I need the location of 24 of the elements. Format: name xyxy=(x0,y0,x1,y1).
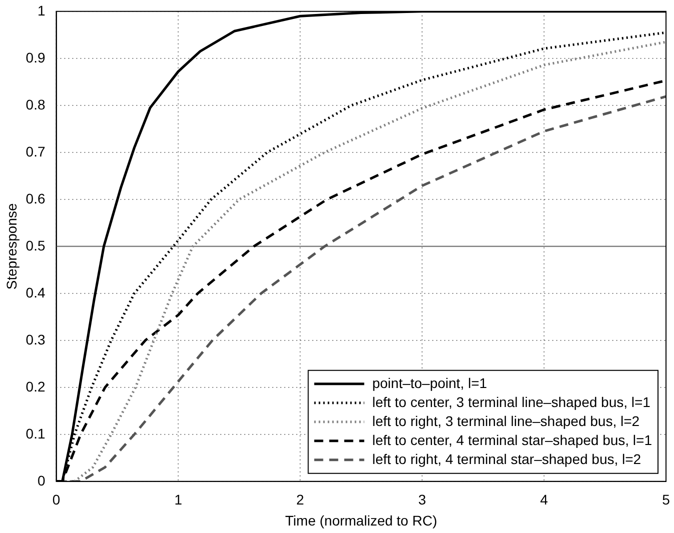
x-tick-label: 2 xyxy=(296,492,304,508)
y-tick-label: 0.1 xyxy=(26,425,46,442)
legend-label: left to center, 3 terminal line–shaped bus, l=1 xyxy=(372,394,651,410)
y-tick-label: 0.8 xyxy=(26,96,46,112)
y-tick-label: 0.2 xyxy=(26,378,46,394)
x-axis-title: Time (normalized to RC) xyxy=(285,512,438,528)
legend-label: left to right, 3 terminal line–shaped bus, l=2 xyxy=(372,412,640,429)
legend-label: point–to–point, l=1 xyxy=(372,374,488,391)
y-tick-label: 0 xyxy=(37,472,46,488)
y-axis-title: Stepresponse xyxy=(3,202,20,290)
y-tick-label: 0.6 xyxy=(26,190,46,206)
x-tick-label: 1 xyxy=(174,492,182,508)
y-tick-label: 0.3 xyxy=(26,331,46,348)
y-tick-label: 0.5 xyxy=(26,237,46,254)
legend-label: left to right, 4 terminal star–shaped bus, l=2 xyxy=(372,450,642,467)
legend-label: left to center, 4 terminal star–shaped bus, l=1 xyxy=(372,432,652,448)
y-tick-label: 1 xyxy=(37,2,46,18)
x-tick-label: 3 xyxy=(418,492,426,508)
x-tick-label: 4 xyxy=(540,492,548,508)
y-tick-label: 0.4 xyxy=(26,284,46,300)
x-tick-label: 0 xyxy=(52,492,60,508)
y-tick-label: 0.9 xyxy=(26,49,46,66)
y-tick-label: 0.7 xyxy=(26,143,46,160)
x-tick-label: 5 xyxy=(662,492,670,508)
